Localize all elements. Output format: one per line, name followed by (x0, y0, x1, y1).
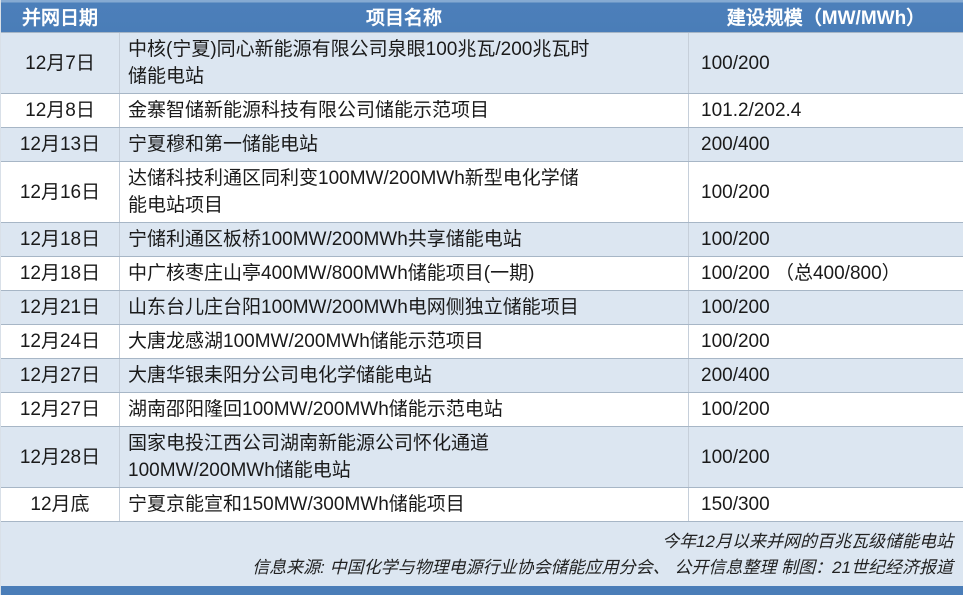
table-row: 12月18日 中广核枣庄山亭400MW/800MWh储能项目(一期) 100/2… (1, 256, 963, 290)
table-row: 12月8日 金寨智储新能源科技有限公司储能示范项目 101.2/202.4 (1, 93, 963, 127)
column-header-scale: 建设规模（MW/MWh） (726, 7, 926, 29)
table-row: 12月27日 大唐华银耒阳分公司电化学储能电站 200/400 (1, 358, 963, 392)
cell-date: 12月28日 (19, 446, 101, 468)
cell-date: 12月18日 (19, 229, 101, 250)
cell-date: 12月27日 (19, 365, 101, 386)
cell-date: 12月16日 (19, 181, 101, 203)
cell-project: 湖南邵阳隆回100MW/200MWh储能示范电站 (119, 393, 689, 426)
cell-date: 12月21日 (19, 297, 101, 318)
cell-date: 12月7日 (25, 52, 95, 74)
cell-date: 12月27日 (19, 399, 101, 420)
cell-scale: 150/300 (701, 494, 770, 515)
table-row: 12月底 宁夏京能宣和150MW/300MWh储能项目 150/300 (1, 487, 963, 521)
cell-scale: 100/200 (701, 399, 770, 420)
cell-project: 大唐龙感湖100MW/200MWh储能示范项目 (119, 325, 689, 358)
cell-scale: 100/200 (701, 446, 770, 468)
table-row: 12月13日 宁夏穆和第一储能电站 200/400 (1, 127, 963, 161)
cell-project: 宁夏穆和第一储能电站 (119, 128, 689, 161)
cell-scale: 100/200 (701, 229, 770, 250)
table-row: 12月28日 国家电投江西公司湖南新能源公司怀化通道 100MW/200MWh储… (1, 426, 963, 487)
cell-project: 中核(宁夏)同心新能源有限公司泉眼100兆瓦/200兆瓦时 储能电站 (119, 33, 689, 93)
cell-project: 大唐华银耒阳分公司电化学储能电站 (119, 359, 689, 392)
cell-scale: 200/400 (701, 134, 770, 155)
bottom-accent-bar (1, 586, 963, 595)
table-title: 今年12月以来并网的百兆瓦级储能电站 (662, 532, 953, 551)
column-header-grid-date: 并网日期 (21, 7, 98, 29)
cell-scale: 200/400 (701, 365, 770, 386)
cell-project: 中广核枣庄山亭400MW/800MWh储能项目(一期) (119, 257, 689, 290)
cell-date: 12月24日 (19, 331, 101, 352)
cell-scale: 100/200 (701, 297, 770, 318)
table-row: 12月16日 达储科技利通区同利变100MW/200MWh新型电化学储 能电站项… (1, 161, 963, 222)
cell-scale: 101.2/202.4 (701, 100, 802, 121)
cell-date: 12月底 (30, 494, 90, 515)
cell-scale: 100/200 (701, 331, 770, 352)
table-row: 12月27日 湖南邵阳隆回100MW/200MWh储能示范电站 100/200 (1, 392, 963, 426)
cell-date: 12月18日 (19, 263, 101, 284)
table-row: 12月21日 山东台儿庄台阳100MW/200MWh电网侧独立储能项目 100/… (1, 290, 963, 324)
cell-scale: 100/200 (701, 52, 770, 74)
cell-project: 宁夏京能宣和150MW/300MWh储能项目 (119, 488, 689, 521)
cell-scale: 100/200 (701, 181, 770, 203)
table-row: 12月7日 中核(宁夏)同心新能源有限公司泉眼100兆瓦/200兆瓦时 储能电站… (1, 32, 963, 93)
column-header-project-name: 项目名称 (365, 7, 442, 29)
cell-scale: 100/200 （总400/800） (701, 263, 901, 284)
table-footer: 今年12月以来并网的百兆瓦级储能电站 信息来源: 中国化学与物理电源行业协会储能… (1, 521, 963, 586)
cell-date: 12月13日 (19, 134, 101, 155)
table-row: 12月24日 大唐龙感湖100MW/200MWh储能示范项目 100/200 (1, 324, 963, 358)
cell-project: 达储科技利通区同利变100MW/200MWh新型电化学储 能电站项目 (119, 162, 689, 222)
cell-date: 12月8日 (25, 100, 95, 121)
source-note: 信息来源: 中国化学与物理电源行业协会储能应用分会、 公开信息整理 制图：21世… (252, 558, 953, 577)
table-row: 12月18日 宁储利通区板桥100MW/200MWh共享储能电站 100/200 (1, 222, 963, 256)
cell-project: 山东台儿庄台阳100MW/200MWh电网侧独立储能项目 (119, 291, 689, 324)
cell-project: 宁储利通区板桥100MW/200MWh共享储能电站 (119, 223, 689, 256)
cell-project: 国家电投江西公司湖南新能源公司怀化通道 100MW/200MWh储能电站 (119, 427, 689, 487)
cell-project: 金寨智储新能源科技有限公司储能示范项目 (119, 94, 689, 127)
table-body: 12月7日 中核(宁夏)同心新能源有限公司泉眼100兆瓦/200兆瓦时 储能电站… (1, 32, 963, 521)
table-header-row: 并网日期 项目名称 建设规模（MW/MWh） (1, 0, 963, 32)
